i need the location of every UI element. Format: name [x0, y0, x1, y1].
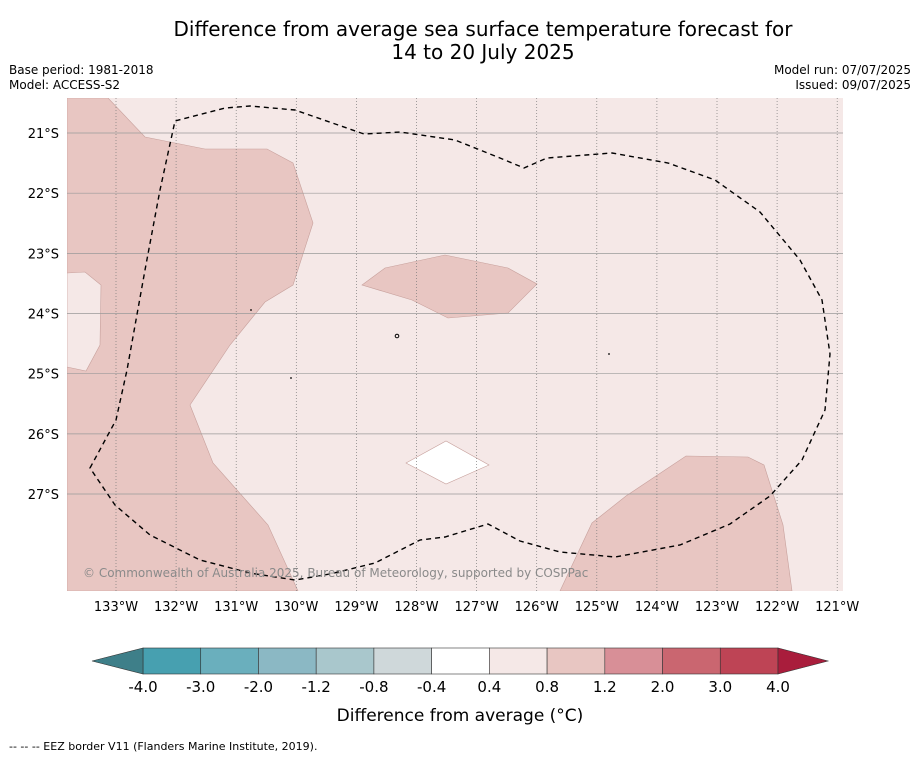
longitude-label: 131°W [214, 600, 258, 615]
longitude-label: 124°W [635, 600, 679, 615]
colorbar-bin [258, 647, 317, 675]
colorbar-tick-label: -1.2 [302, 678, 331, 696]
latitude-label: 25°S [28, 368, 59, 383]
anomaly-patch-west-edge-0.4-0.8 [67, 271, 102, 372]
gridlines [67, 98, 843, 591]
colorbar-bin [662, 647, 721, 675]
latitude-label: 26°S [28, 428, 59, 443]
colorbar-tick-label: 4.0 [766, 678, 790, 696]
latitude-label: 21°S [28, 127, 59, 142]
colorbar-tick-label: 0.4 [477, 678, 501, 696]
latitude-label: 23°S [28, 247, 59, 262]
longitude-label: 133°W [94, 600, 138, 615]
colorbar-bin [373, 647, 432, 675]
longitude-labels: 133°W 132°W 131°W 130°W 129°W 128°W 127°W 126°W… [94, 600, 860, 615]
longitude-label: 125°W [575, 600, 619, 615]
colorbar-bin [604, 647, 663, 675]
colorbar-tick-label: -2.0 [244, 678, 273, 696]
anomaly-patch-neutral [405, 440, 490, 485]
longitude-label: 126°W [515, 600, 559, 615]
longitude-label: 122°W [755, 600, 799, 615]
colorbar-bin [315, 647, 375, 675]
title-line-2: 14 to 20 July 2025 [391, 40, 575, 64]
island-marker [608, 353, 610, 355]
base-period-text: Base period: 1981-2018 [9, 63, 154, 77]
colorbar-tick-label: 1.2 [593, 678, 617, 696]
map-area: © Commonwealth of Australia 2025, Bureau… [67, 98, 843, 591]
model-text: Model: ACCESS-S2 [9, 78, 121, 92]
eez-border [89, 105, 831, 581]
colorbar-over-arrow [777, 647, 830, 675]
model-run-text: Model run: 07/07/2025 [773, 63, 911, 77]
colorbar-tick-label: 2.0 [651, 678, 675, 696]
colorbar-tick-label: -0.4 [417, 678, 446, 696]
longitude-label: 127°W [455, 600, 499, 615]
longitude-label: 132°W [154, 600, 198, 615]
colorbar-tick-label: 0.8 [535, 678, 559, 696]
island-marker [290, 377, 292, 379]
colorbar-under-arrow [91, 647, 144, 675]
island-marker [394, 333, 400, 339]
colorbar-title: Difference from average (°C) [337, 706, 584, 726]
latitude-labels: 21°S 22°S 23°S 24°S 25°S 26°S 27°S [28, 127, 59, 503]
longitude-label: 130°W [274, 600, 318, 615]
island-marker [250, 309, 252, 311]
latitude-label: 27°S [28, 488, 59, 503]
eez-footnote: -- -- -- EEZ border V11 (Flanders Marine… [9, 740, 318, 753]
issued-text: Issued: 09/07/2025 [795, 78, 911, 92]
colorbar-tick-label: -3.0 [186, 678, 215, 696]
colorbar: -4.0 -3.0 -2.0 -1.2 -0.8 -0.4 0.4 0.8 1.2 2.0 3.0 4… [91, 647, 830, 696]
longitude-label: 128°W [394, 600, 438, 615]
colorbar-bin [200, 647, 259, 675]
longitude-label: 129°W [334, 600, 378, 615]
colorbar-bin [431, 647, 490, 675]
copyright-notice: © Commonwealth of Australia 2025, Bureau… [83, 566, 588, 580]
colorbar-bin [489, 647, 548, 675]
colorbar-tick-label: -0.8 [359, 678, 388, 696]
anomaly-patch-southeast-0.8-1.2 [559, 455, 793, 591]
colorbar-tick-label: 3.0 [708, 678, 732, 696]
latitude-label: 22°S [28, 187, 59, 202]
colorbar-bin [546, 647, 606, 675]
colorbar-tick-label: -4.0 [128, 678, 157, 696]
anomaly-region-west-0.8-1.2 [67, 98, 314, 591]
meta-right: Model run: 07/07/2025 Issued: 09/07/2025 [774, 63, 911, 93]
longitude-label: 123°W [695, 600, 739, 615]
longitude-label: 121°W [815, 600, 859, 615]
latitude-label: 24°S [28, 308, 59, 323]
colorbar-bin [719, 647, 779, 675]
meta-left: Base period: 1981-2018 Model: ACCESS-S2 [9, 63, 154, 93]
colorbar-bin [142, 647, 202, 675]
title-line-1: Difference from average sea surface temp… [173, 17, 793, 41]
map-title: Difference from average sea surface temp… [0, 18, 919, 64]
